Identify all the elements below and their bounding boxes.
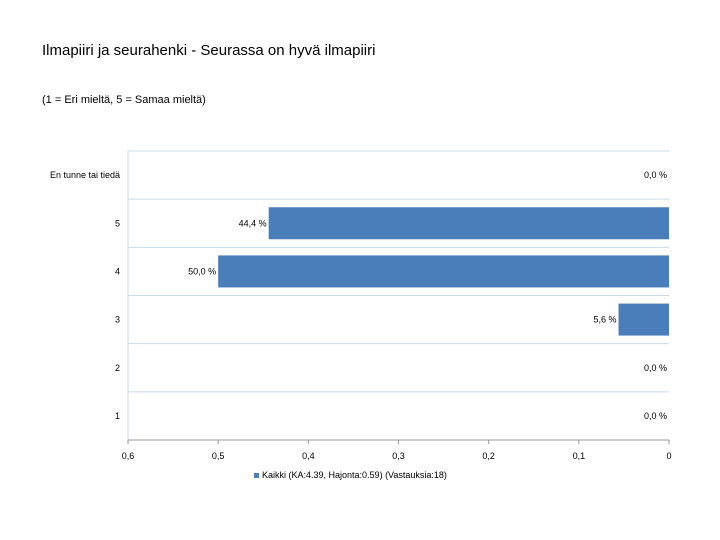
category-label: 3: [115, 315, 120, 325]
x-tick-label: 0: [666, 451, 671, 461]
chart-legend: Kaikki (KA:4.39, Hajonta:0.59) (Vastauks…: [254, 470, 447, 480]
category-label: 4: [115, 266, 120, 276]
category-label: 2: [115, 363, 120, 373]
legend-label: Kaikki (KA:4.39, Hajonta:0.59) (Vastauks…: [262, 470, 447, 480]
x-tick-label: 0,4: [302, 451, 315, 461]
x-tick-label: 0,6: [122, 451, 135, 461]
x-tick-label: 0,5: [212, 451, 225, 461]
bar: [268, 207, 669, 240]
x-tick-label: 0,1: [573, 451, 586, 461]
data-label: 50,0 %: [188, 266, 216, 276]
x-tick-label: 0,3: [392, 451, 405, 461]
bar: [618, 303, 669, 336]
x-tick-label: 0,2: [482, 451, 495, 461]
data-label: 0,0 %: [644, 170, 667, 180]
chart-title: Ilmapiiri ja seurahenki - Seurassa on hy…: [42, 42, 376, 59]
bar: [218, 255, 669, 288]
category-label: En tunne tai tiedä: [50, 170, 120, 180]
data-label: 0,0 %: [644, 363, 667, 373]
data-label: 5,6 %: [593, 315, 616, 325]
data-label: 0,0 %: [644, 411, 667, 421]
legend-swatch: [254, 472, 259, 478]
category-label: 5: [115, 218, 120, 228]
data-label: 44,4 %: [239, 218, 267, 228]
chart-subtitle: (1 = Eri mieltä, 5 = Samaa mieltä): [42, 94, 206, 106]
category-label: 1: [115, 411, 120, 421]
